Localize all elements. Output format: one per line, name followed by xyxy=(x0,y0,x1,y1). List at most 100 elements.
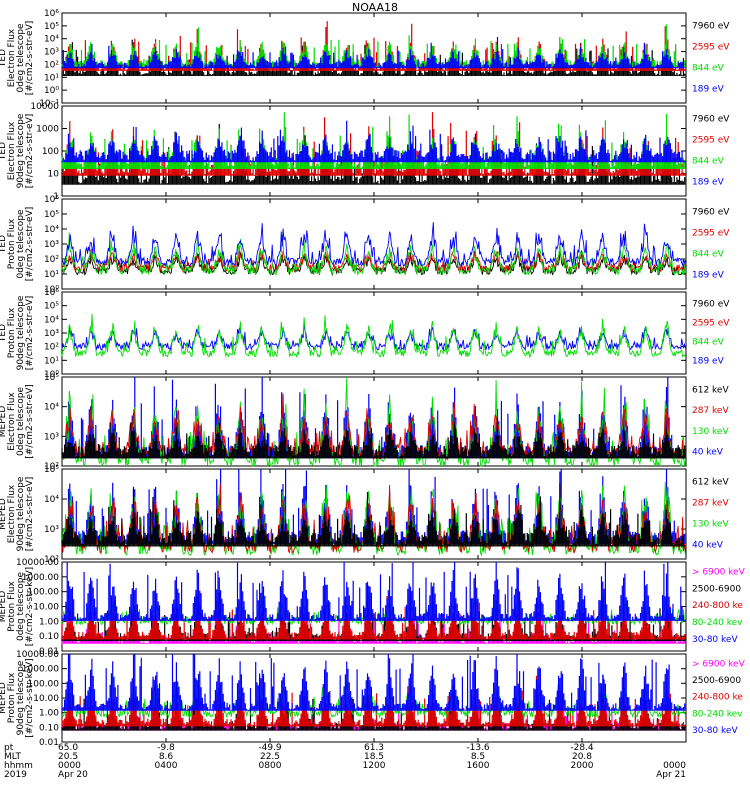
legend-entry: 844 eV xyxy=(692,64,725,74)
legend-entry: 240-800 ke xyxy=(692,601,743,611)
x-row-label: MLT xyxy=(4,752,22,762)
y-axis-label-line: TED xyxy=(0,49,8,68)
y-tick-label: 10³ xyxy=(44,525,59,535)
series-612-kev xyxy=(61,418,686,459)
y-axis-label-line: TED xyxy=(0,142,8,161)
y-tick-label: 10² xyxy=(44,462,59,472)
x-row-label: 2019 xyxy=(4,770,27,780)
legend-entry: 287 keV xyxy=(692,406,729,416)
y-tick-label: 1000.00 xyxy=(22,573,59,583)
y-axis-label-line: Proton Flux xyxy=(7,307,17,358)
legend-entry: 7960 eV xyxy=(692,208,730,218)
y-axis-label-line: 90deg telescope xyxy=(16,113,26,188)
y-tick-label: 100.00 xyxy=(28,679,60,689)
y-axis-label-line: Electron Flux xyxy=(7,121,17,180)
y-axis-label-line: [#/cm2-s-str-eV] xyxy=(25,207,35,282)
series-844-ev xyxy=(61,313,686,359)
y-tick-label: 10000.00 xyxy=(16,650,59,660)
x-tick-value: 0800 xyxy=(259,761,282,771)
y-tick-label: 10000 xyxy=(30,102,59,112)
x-tick-value: 0000 xyxy=(663,761,686,771)
y-tick-label: 10¹ xyxy=(44,356,59,366)
x-tick-value: 20.8 xyxy=(572,752,592,762)
y-axis-label-line: 90deg telescope xyxy=(16,660,26,735)
x-row-label: pt xyxy=(4,743,14,753)
x-tick-value: -28.4 xyxy=(570,743,594,753)
legend-entry: 612 keV xyxy=(692,386,729,396)
x-row-label: hhmm xyxy=(4,761,33,771)
y-tick-label: 10⁶ xyxy=(44,195,59,205)
y-axis-label-line: [#/cm2-s-str-keV] xyxy=(25,658,35,737)
y-axis-label-line: [#/cm2-s-str-eV] xyxy=(25,21,35,96)
y-tick-label: 10⁴ xyxy=(44,35,59,45)
series-844-ev xyxy=(61,232,686,277)
series-240-800-ke xyxy=(61,588,686,640)
legend-entry: 189 eV xyxy=(692,357,725,367)
legend-entry: 844 eV xyxy=(692,337,725,347)
y-axis-label-line: MEPED xyxy=(0,591,8,623)
y-tick-label: 1000.00 xyxy=(22,665,59,675)
y-tick-label: 10⁴ xyxy=(44,495,59,505)
y-tick-label: 10² xyxy=(44,60,59,70)
x-tick-value: 22.5 xyxy=(260,752,280,762)
y-tick-label: 10² xyxy=(44,343,59,353)
y-tick-label: 0.10 xyxy=(39,632,59,642)
panel-4: 10⁰ 10¹ 10² 10³ 10⁴ 10⁵ 10⁶ TEDProton Flux90deg… xyxy=(0,288,730,380)
y-axis-label: MEPEDElectron Flux90deg telescope[#/cm2-… xyxy=(0,476,35,551)
y-tick-label: 10000.00 xyxy=(16,558,59,568)
y-tick-label: 10.00 xyxy=(33,694,59,704)
y-tick-label: 10⁻¹ xyxy=(39,99,59,109)
y-axis-label-line: TED xyxy=(0,324,8,343)
y-tick-label: 10³ xyxy=(44,48,59,58)
y-tick-label: 1 xyxy=(53,192,59,202)
legend-entry: 2595 eV xyxy=(692,136,730,146)
x-tick-value: 1600 xyxy=(467,761,490,771)
y-tick-label: 10⁵ xyxy=(44,22,59,32)
y-tick-label: 10.00 xyxy=(33,603,59,613)
y-axis-label-line: [#/cm2-s-str-eV] xyxy=(25,114,35,189)
legend-entry: 844 eV xyxy=(692,250,725,260)
legend-entry: 2595 eV xyxy=(692,229,730,239)
y-axis-label-line: 90deg telescope xyxy=(16,295,26,370)
legend-entry: 844 eV xyxy=(692,157,725,167)
legend-entry: > 6900 keV xyxy=(692,568,746,578)
y-axis-label-line: Proton Flux xyxy=(7,672,17,723)
x-tick-value: 65.0 xyxy=(58,743,78,753)
panel-3: 10⁰ 10¹ 10² 10³ 10⁴ 10⁵ 10⁶ TEDProton Flux0deg … xyxy=(0,195,730,295)
series-30-80-kev xyxy=(61,562,686,621)
y-axis-label-line: Electron Flux xyxy=(7,484,17,543)
y-tick-label: 10⁵ xyxy=(44,302,59,312)
y-tick-label: 10³ xyxy=(44,240,59,250)
y-tick-label: 0.10 xyxy=(39,723,59,733)
x-tick-value: Apr 21 xyxy=(656,770,686,780)
y-tick-label: 10⁰ xyxy=(44,370,59,380)
legend-entry: 240-800 ke xyxy=(692,693,743,703)
legend-entry: 612 keV xyxy=(692,478,729,488)
y-tick-label: 1.00 xyxy=(39,709,59,719)
legend-entry: 40 keV xyxy=(692,448,724,458)
y-axis-label-line: Electron Flux xyxy=(7,28,17,87)
x-tick-value: -9.8 xyxy=(157,743,175,753)
y-tick-label: 10³ xyxy=(44,432,59,442)
legend-entry: 30-80 keV xyxy=(692,726,738,736)
legend-entry: 80-240 kev xyxy=(692,618,743,628)
legend-entry: 287 keV xyxy=(692,499,729,509)
y-axis-label-line: Proton Flux xyxy=(7,218,17,269)
legend-entry: 189 eV xyxy=(692,270,725,280)
x-tick-value: 20.5 xyxy=(58,752,78,762)
legend-entry: 7960 eV xyxy=(692,22,730,32)
x-tick-value: 18.5 xyxy=(364,752,384,762)
y-axis-label-line: 0deg telescope xyxy=(16,209,26,279)
y-axis-label-line: [#/cm2-s-str-eV] xyxy=(25,384,35,459)
y-tick-label: 100 xyxy=(42,147,59,157)
panel-1: 10⁻¹ 10⁰ 10¹ 10² 10³ 10⁴ 10⁵ 10⁶ TEDElectron Flu… xyxy=(0,9,730,109)
panel-6: 10² 10³ 10⁴ 10⁵ MEPEDElectron Flux90deg tele… xyxy=(0,465,729,565)
x-tick-value: 2000 xyxy=(571,761,594,771)
y-tick-label: 10⁰ xyxy=(44,285,59,295)
y-axis-label-line: [#/cm2-s-str-eV] xyxy=(25,477,35,552)
x-axis-labels: pt 65.0 -9.8 -49.9 61.3 -13.6 -28.4 MLT 20.5 8.6 2… xyxy=(4,743,686,780)
